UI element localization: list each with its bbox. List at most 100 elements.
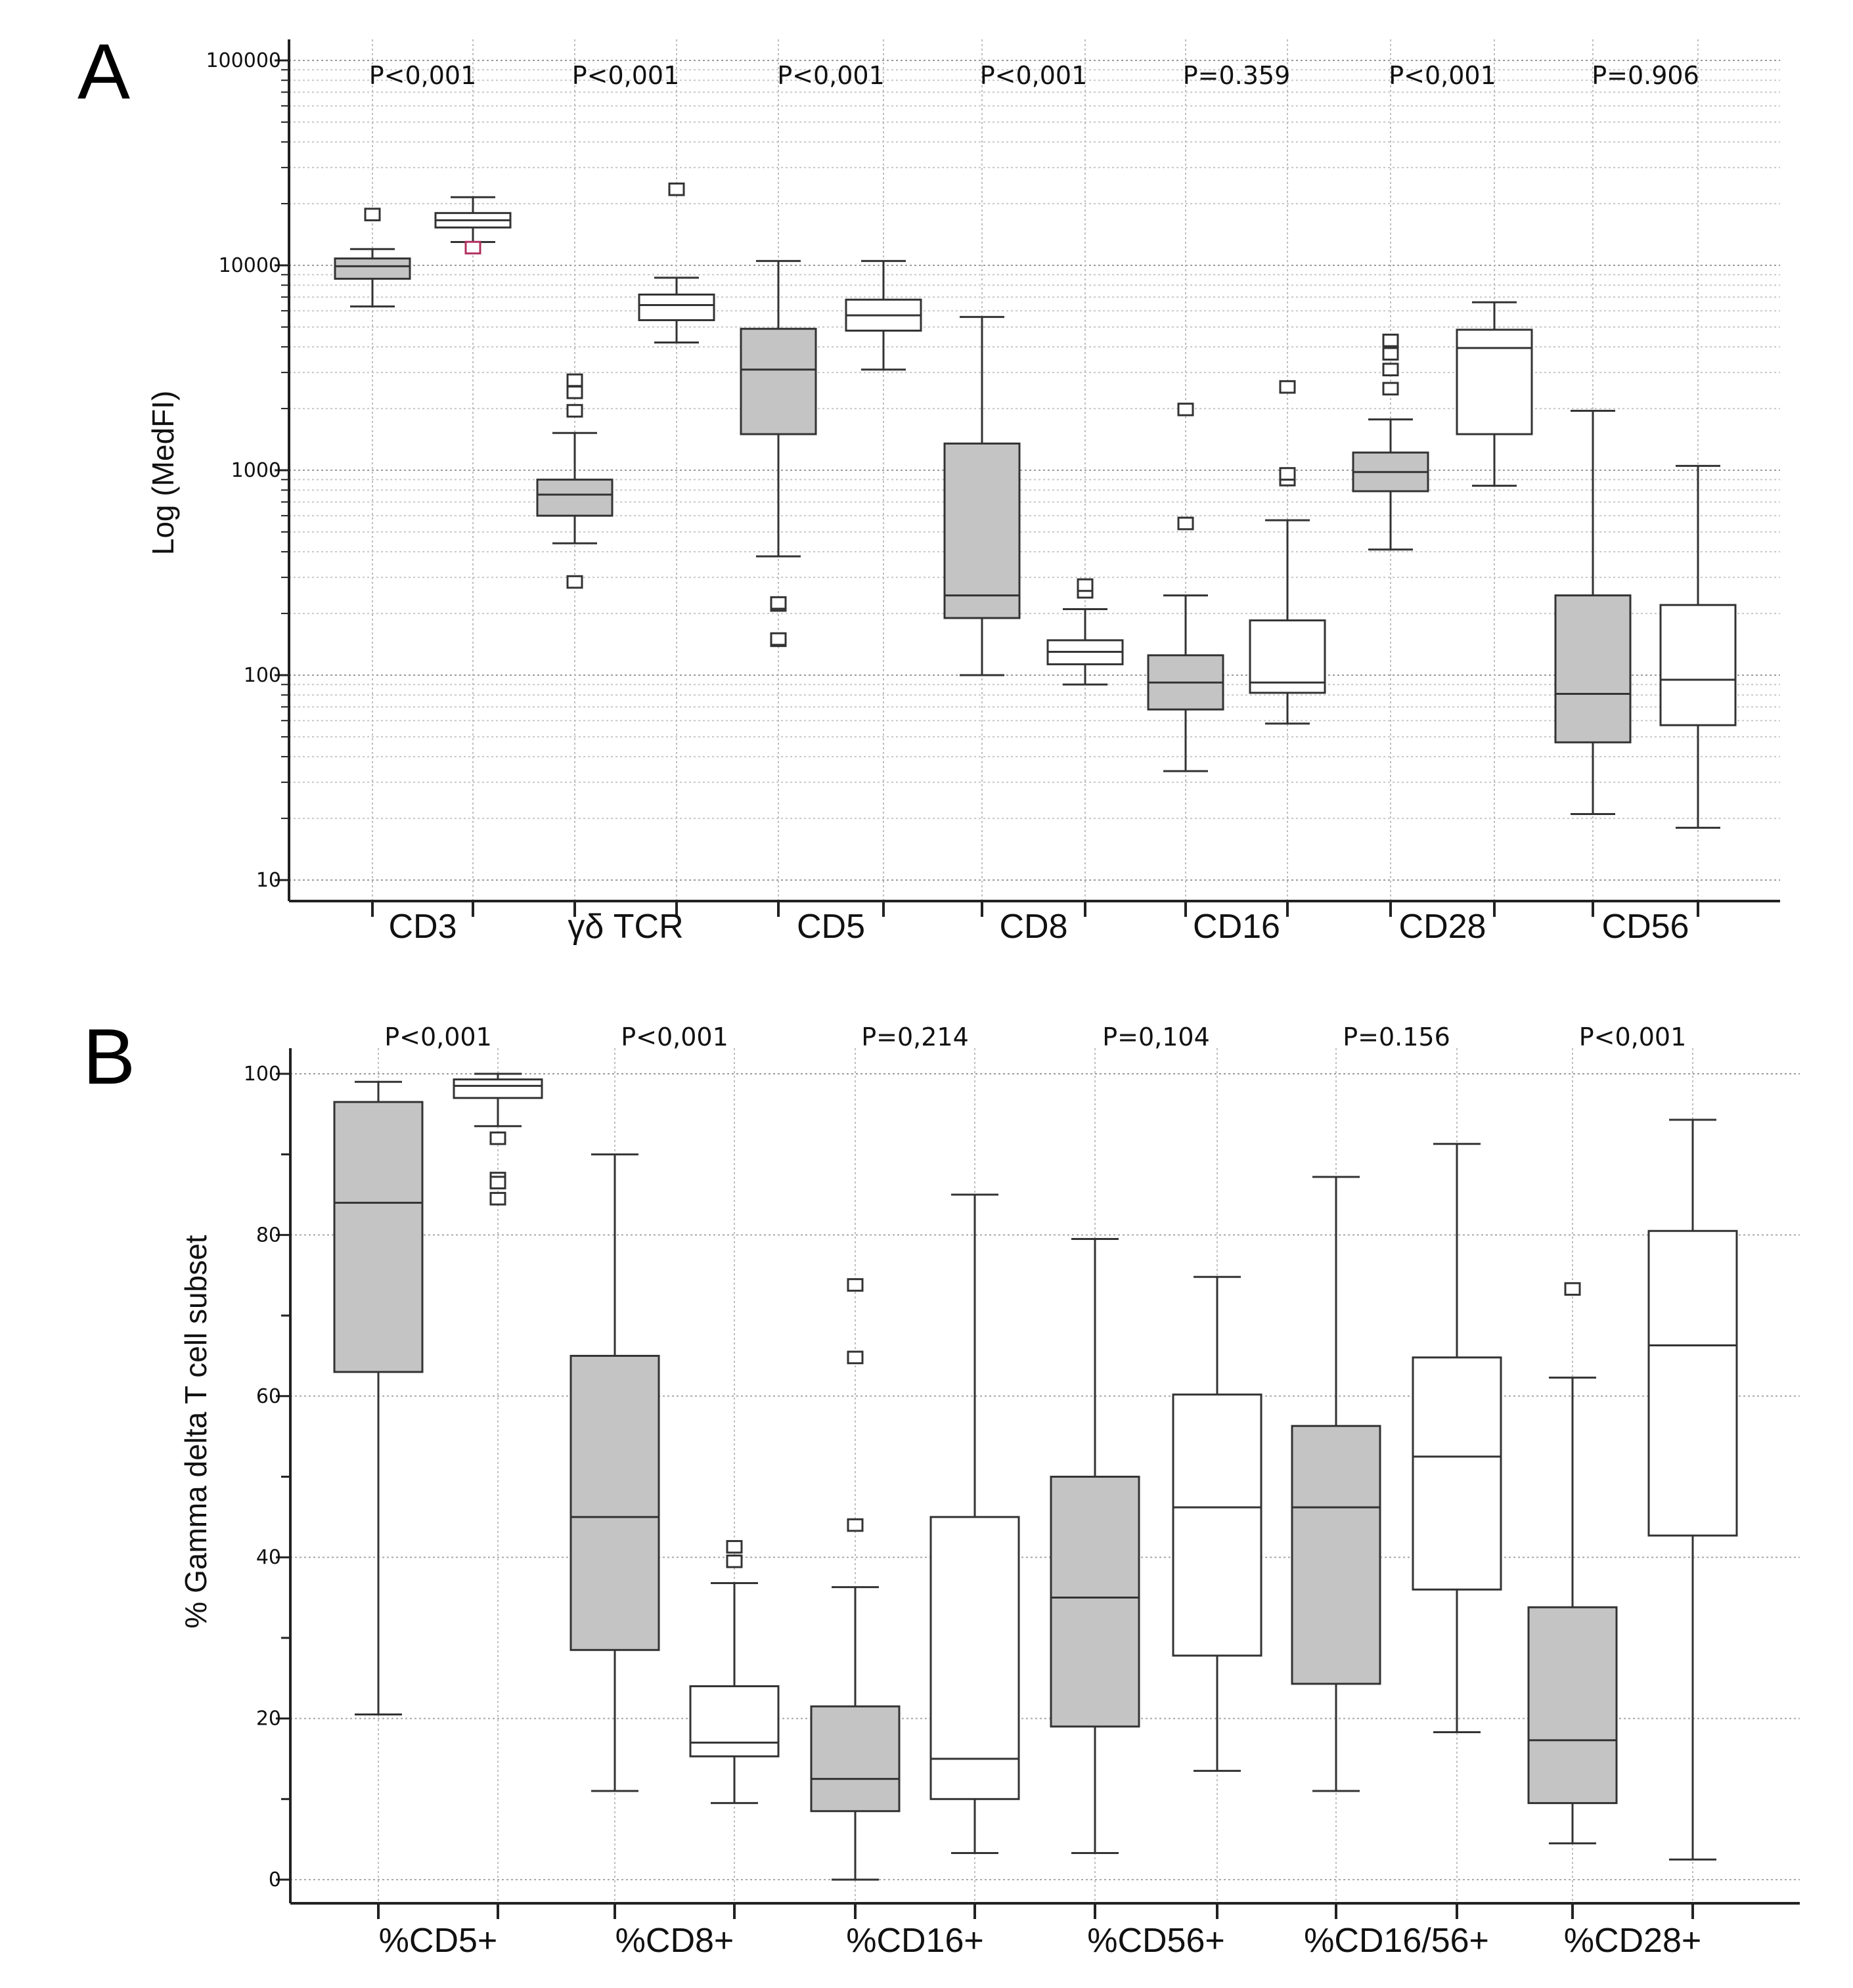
box-iqr (1172, 1393, 1262, 1657)
box-CD5-grey (740, 259, 817, 648)
y-tick-label: 10000 (219, 254, 281, 277)
outlier-point (770, 596, 787, 610)
box-CD5-white (845, 259, 922, 371)
x-category-label: %CD8+ (615, 1922, 734, 1960)
box-iqr (333, 1101, 424, 1373)
outlier-point (566, 373, 583, 387)
p-value-label: P<0,001 (1579, 1023, 1687, 1051)
box-iqr (1050, 1476, 1140, 1728)
panel-b-letter: B (83, 1013, 135, 1101)
panel-a-labels: P<0,001 CD3 P<0,001 γδ TCR P<0,001 CD5 P<0,001… (369, 61, 1699, 946)
outlier-point (1279, 380, 1296, 394)
panel-a-y-ticks: 100000 10000 1000 100 10 (206, 49, 289, 892)
x-category-label: %CD16/56+ (1304, 1922, 1489, 1960)
outlier-point (1564, 1282, 1581, 1296)
panel-a-grid (289, 39, 1780, 901)
y-tick-label: 80 (256, 1224, 281, 1247)
box-iqr (929, 1516, 1020, 1800)
box-%CD28+-white (1647, 1118, 1738, 1861)
box-%CD28+-grey (1527, 1282, 1618, 1845)
outlier-point (668, 182, 685, 196)
x-category-label: CD3 (388, 908, 457, 946)
p-value-label: P<0,001 (621, 1023, 728, 1051)
outlier-point (489, 1176, 506, 1189)
p-value-label: P<0,001 (384, 1023, 492, 1051)
x-category-label: %CD28+ (1564, 1922, 1702, 1960)
y-tick-label: 40 (256, 1546, 281, 1569)
box-iqr (1659, 604, 1737, 726)
box-iqr (453, 1078, 543, 1099)
y-tick-label: 100 (244, 664, 281, 687)
x-category-label: %CD5+ (379, 1922, 498, 1960)
box-%CD8+-white (689, 1539, 780, 1804)
outlier-point (847, 1350, 864, 1365)
x-category-label: %CD16+ (846, 1922, 984, 1960)
outlier-point (566, 386, 583, 399)
box-CD16-grey (1147, 403, 1224, 772)
x-category-label: γδ TCR (568, 908, 683, 946)
p-value-label: P<0,001 (980, 61, 1088, 90)
x-category-label: CD28 (1399, 908, 1486, 946)
outlier-point (770, 632, 787, 646)
panel-a-boxes (334, 182, 1737, 829)
box-iqr (689, 1685, 780, 1757)
box-iqr (1554, 594, 1632, 743)
box-CD8-white (1046, 578, 1124, 686)
box-iqr (943, 442, 1021, 619)
panel-b-labels: P<0,001 %CD5+ P<0,001 %CD8+ P=0,214 %CD16+ P=0… (379, 1023, 1702, 1960)
box-%CD5+-grey (333, 1080, 424, 1715)
y-tick-label: 0 (269, 1868, 281, 1891)
panel-b-boxes (333, 1072, 1738, 1881)
box-%CD56+-grey (1050, 1238, 1140, 1855)
y-tick-label: 10 (256, 869, 281, 892)
outlier-point (1382, 363, 1399, 376)
box-%CD16+-grey (810, 1278, 901, 1881)
box-iqr (1456, 328, 1533, 435)
p-value-label: P=0,214 (861, 1023, 969, 1051)
box-%CD16/56+-white (1412, 1143, 1502, 1733)
y-tick-label: 1000 (231, 459, 281, 482)
p-value-label: P=0.359 (1183, 61, 1291, 90)
box-iqr (1647, 1229, 1738, 1537)
p-value-label: P=0.906 (1592, 61, 1699, 90)
outlier-point (1382, 347, 1399, 361)
outlier-point (489, 1191, 506, 1206)
box-iqr (638, 294, 715, 321)
box-iqr (334, 257, 411, 280)
box-iqr (1291, 1425, 1381, 1685)
p-value-label: P<0,001 (572, 61, 680, 90)
box-CD3-white (434, 196, 512, 255)
y-tick-label: 100 (244, 1063, 281, 1086)
box-iqr (569, 1354, 660, 1651)
box-iqr (1527, 1606, 1618, 1804)
outlier-point (1382, 334, 1399, 347)
panel-a-letter: A (78, 28, 130, 116)
p-value-label: P<0,001 (1389, 61, 1496, 90)
y-tick-label: 60 (256, 1385, 281, 1408)
p-value-label: P<0,001 (369, 61, 477, 90)
outlier-point (1077, 578, 1094, 592)
outlier-point (726, 1539, 743, 1554)
box-%CD16+-white (929, 1193, 1020, 1855)
x-category-label: %CD56+ (1087, 1922, 1225, 1960)
outlier-point (726, 1555, 743, 1568)
outlier-point (1177, 403, 1194, 416)
outlier-point (566, 575, 583, 589)
panel-b-y-axis-label: % Gamma delta T cell subset (179, 1235, 213, 1628)
box-iqr (1412, 1356, 1502, 1591)
box-γδ TCR-white (638, 182, 715, 344)
outlier-point (1382, 382, 1399, 396)
outlier-point (489, 1131, 506, 1145)
box-CD56-grey (1554, 410, 1632, 815)
box-iqr (740, 328, 817, 435)
panel-a-y-axis-label: Log (MedFI) (146, 391, 180, 556)
box-CD28-grey (1352, 334, 1429, 551)
box-iqr (536, 478, 614, 517)
box-γδ TCR-grey (536, 373, 614, 589)
box-CD16-white (1249, 380, 1326, 725)
y-tick-label: 100000 (206, 49, 281, 72)
outlier-point (566, 404, 583, 418)
box-%CD8+-grey (569, 1153, 660, 1792)
